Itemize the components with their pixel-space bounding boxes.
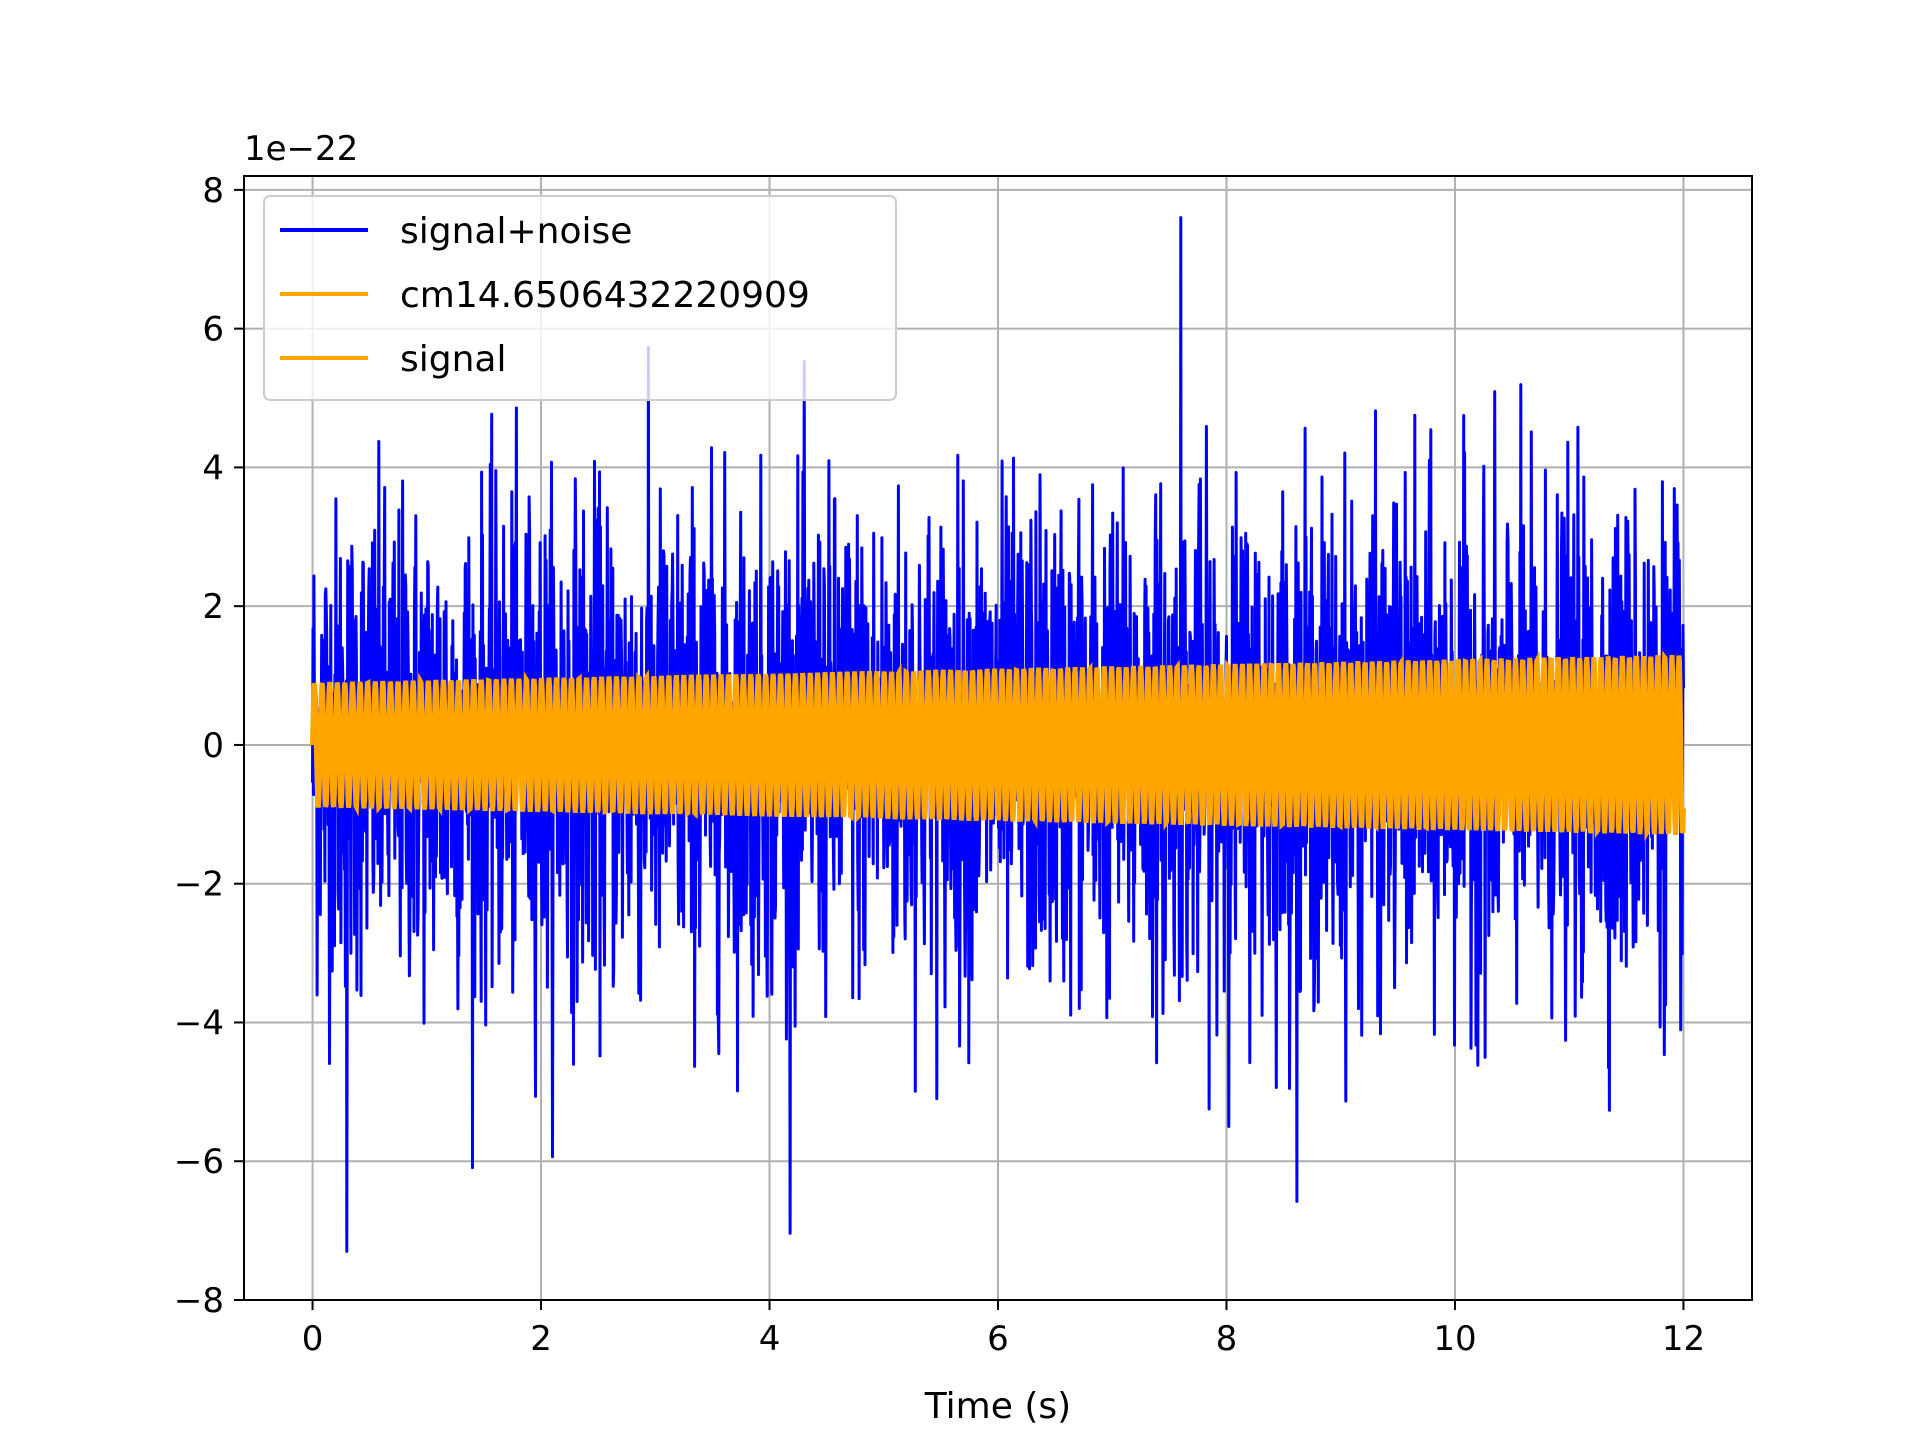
y-tick-label: −2 <box>174 865 224 905</box>
legend-box <box>263 195 897 401</box>
y-tick-label: 2 <box>202 587 224 627</box>
x-tick-label: 2 <box>530 1319 552 1359</box>
y-tick-label: 8 <box>202 171 224 211</box>
y-axis: −8 −6 −4 −2 0 2 4 6 8 <box>174 171 244 1321</box>
legend-label-cm: cm14.6506432220909 <box>400 275 810 316</box>
x-axis-label: Time (s) <box>924 1386 1071 1427</box>
y-tick-label: 0 <box>202 726 224 766</box>
x-tick-label: 8 <box>1216 1319 1238 1359</box>
y-tick-label: 4 <box>202 448 224 488</box>
x-tick-label: 12 <box>1662 1319 1705 1359</box>
legend-label-signal-noise: signal+noise <box>400 211 632 252</box>
series-signal-line <box>310 651 1686 840</box>
x-tick-label: 4 <box>759 1319 781 1359</box>
y-tick-label: −8 <box>174 1281 224 1321</box>
y-tick-label: −6 <box>174 1142 224 1182</box>
legend-label-signal: signal <box>400 339 507 380</box>
y-offset-text: 1e−22 <box>244 129 358 169</box>
x-axis: 0 2 4 6 8 10 12 <box>302 1300 1705 1359</box>
y-tick-label: 6 <box>202 310 224 350</box>
x-tick-label: 10 <box>1433 1319 1476 1359</box>
x-tick-label: 6 <box>987 1319 1009 1359</box>
legend: signal+noise cm14.6506432220909 signal <box>263 195 897 401</box>
y-tick-label: −4 <box>174 1003 224 1043</box>
series-layer <box>310 216 1686 1253</box>
x-tick-label: 0 <box>302 1319 324 1359</box>
